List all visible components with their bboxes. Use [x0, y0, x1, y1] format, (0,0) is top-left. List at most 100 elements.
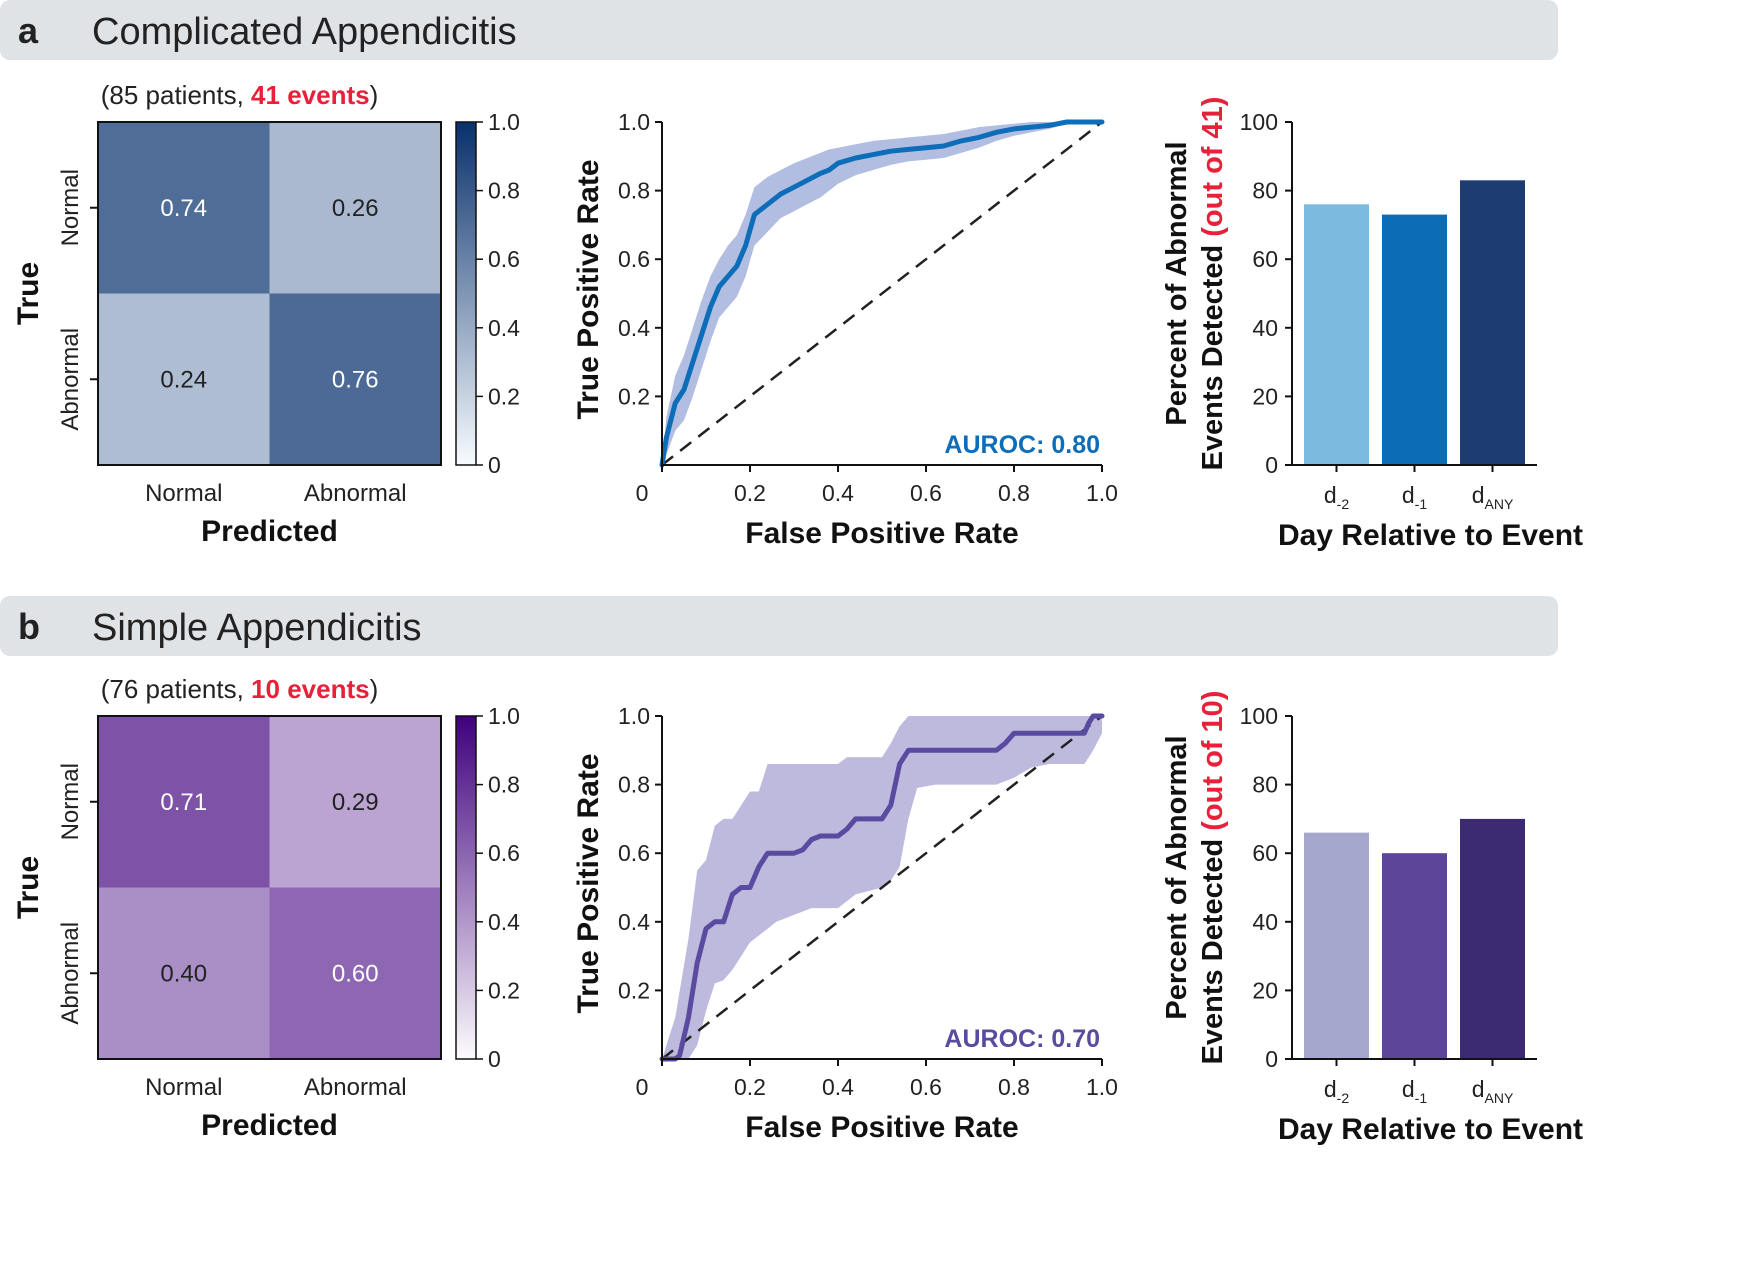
colorbar-tick-label: 0.2 — [488, 383, 520, 409]
cm-cell — [269, 122, 441, 294]
bar-y-tick-label: 80 — [1252, 772, 1278, 798]
bar — [1460, 180, 1525, 465]
cm-col-label: Abnormal — [304, 1074, 407, 1101]
cm-row-label: Normal — [57, 763, 84, 840]
cm-true-label: True — [12, 262, 45, 325]
cm-frame — [97, 715, 442, 1060]
roc-y-label: True Positive Rate — [572, 159, 605, 419]
colorbar — [455, 715, 477, 1060]
cm-row-label: Normal — [57, 169, 84, 246]
colorbar-tick-label: 0.2 — [488, 977, 520, 1003]
bar-y-label-line2-pre: Events Detected — [1197, 831, 1229, 1065]
bar — [1382, 214, 1447, 465]
bar-category-base: d — [1472, 1076, 1485, 1102]
colorbar-tick-label: 1.0 — [488, 109, 520, 135]
roc-y-tick-label: 1.0 — [618, 703, 650, 729]
bar-y-tick-label: 60 — [1252, 246, 1278, 272]
bar-category-label: d-2 — [1324, 1076, 1349, 1106]
roc-curve — [659, 119, 1105, 468]
cm-col-label: Abnormal — [304, 480, 407, 507]
cm-col-label: Normal — [145, 1074, 222, 1101]
bar-category-label: d-1 — [1402, 482, 1427, 512]
cm-cell — [98, 293, 270, 465]
cm-cell — [98, 716, 270, 888]
panel-header-bar — [0, 596, 1558, 656]
bar-category-label: d-2 — [1324, 482, 1349, 512]
colorbar-tick-label: 0.4 — [488, 315, 520, 341]
cm-frame — [97, 121, 442, 466]
bar-y-tick-label: 40 — [1252, 909, 1278, 935]
bar-category-base: d — [1324, 482, 1337, 508]
roc-y-tick-label: 0.2 — [618, 977, 650, 1003]
bar-category-sub: -1 — [1415, 496, 1428, 512]
roc-y-tick-label: 1.0 — [618, 109, 650, 135]
cm-cell-value: 0.29 — [332, 789, 379, 816]
cm-cell-value: 0.71 — [160, 789, 207, 816]
cm-cell-value: 0.26 — [332, 195, 379, 222]
cm-cell — [269, 716, 441, 888]
bar-category-base: d — [1402, 1076, 1415, 1102]
panel-header-bar — [0, 0, 1558, 60]
roc-x-tick-label: 0.2 — [734, 480, 766, 506]
colorbar-tick-label: 0 — [488, 1046, 501, 1072]
roc-y-tick-label: 0.6 — [618, 246, 650, 272]
bar — [1304, 832, 1369, 1059]
roc-x-tick-label: 0.4 — [822, 480, 854, 506]
colorbar-tick-label: 0.4 — [488, 909, 520, 935]
cm-subtitle: (85 patients, 41 events) — [101, 80, 379, 110]
colorbar — [455, 121, 477, 466]
roc-confidence-band — [662, 122, 1102, 465]
cm-cell-value: 0.76 — [332, 366, 379, 393]
bar-x-label: Day Relative to Event — [1278, 519, 1583, 552]
roc-x-tick-label: 1.0 — [1086, 1074, 1118, 1100]
bar-y-tick-label: 20 — [1252, 383, 1278, 409]
bar-category-base: d — [1402, 482, 1415, 508]
cm-cell-value: 0.40 — [160, 960, 207, 987]
roc-auroc-label: AUROC: 0.70 — [944, 1025, 1100, 1053]
cm-subtitle-pre: (85 patients, — [101, 80, 251, 110]
bar-category-sub: ANY — [1485, 1090, 1514, 1106]
bar-category-sub: -1 — [1415, 1090, 1428, 1106]
bar-category-sub: ANY — [1485, 496, 1514, 512]
roc-x-tick-label: 0 — [636, 1074, 649, 1100]
bar-y-label-line2: Events Detected (out of 10) — [1197, 691, 1229, 1065]
cm-true-label: True — [12, 856, 45, 919]
bar-category-sub: -2 — [1337, 496, 1350, 512]
colorbar-tick-label: 0.6 — [488, 840, 520, 866]
cm-predicted-label: Predicted — [201, 515, 338, 548]
bar-category-base: d — [1472, 482, 1485, 508]
bar-y-tick-label: 20 — [1252, 977, 1278, 1003]
cm-cell-value: 0.24 — [160, 366, 207, 393]
roc-x-tick-label: 0 — [636, 480, 649, 506]
cm-col-label: Normal — [145, 480, 222, 507]
cm-cell — [269, 887, 441, 1059]
roc-x-tick-label: 1.0 — [1086, 480, 1118, 506]
roc-chance-line — [661, 121, 1103, 466]
bar-y-tick-label: 100 — [1240, 109, 1278, 135]
bar — [1460, 818, 1525, 1059]
roc-y-tick-label: 0.8 — [618, 178, 650, 204]
roc-y-tick-label: 0.2 — [618, 383, 650, 409]
panel-letter: b — [18, 606, 40, 647]
cm-subtitle-events: 41 events — [251, 80, 370, 110]
roc-curve — [659, 713, 1105, 1062]
roc-auroc-label: AUROC: 0.80 — [944, 431, 1100, 459]
roc-y-tick-label: 0.8 — [618, 772, 650, 798]
bar-category-label: dANY — [1472, 482, 1514, 512]
bar — [1382, 853, 1447, 1059]
cm-row-label: Abnormal — [57, 328, 84, 431]
bar-y-label-line1: Percent of Abnormal — [1161, 141, 1193, 425]
roc-y-tick-label: 0.6 — [618, 840, 650, 866]
colorbar-tick-label: 1.0 — [488, 703, 520, 729]
roc-x-label: False Positive Rate — [745, 1111, 1018, 1144]
roc-x-tick-label: 0.2 — [734, 1074, 766, 1100]
panel-a: a Complicated Appendicitis (85 patients, 4… — [0, 0, 1583, 552]
bar-y-tick-label: 40 — [1252, 315, 1278, 341]
bar-y-tick-label: 80 — [1252, 178, 1278, 204]
roc-x-tick-label: 0.8 — [998, 480, 1030, 506]
cm-cell-value: 0.60 — [332, 960, 379, 987]
bar-y-label-line2-pre: Events Detected — [1197, 237, 1229, 471]
roc-y-tick-label: 0.4 — [618, 909, 650, 935]
cm-subtitle-post: ) — [370, 674, 379, 704]
